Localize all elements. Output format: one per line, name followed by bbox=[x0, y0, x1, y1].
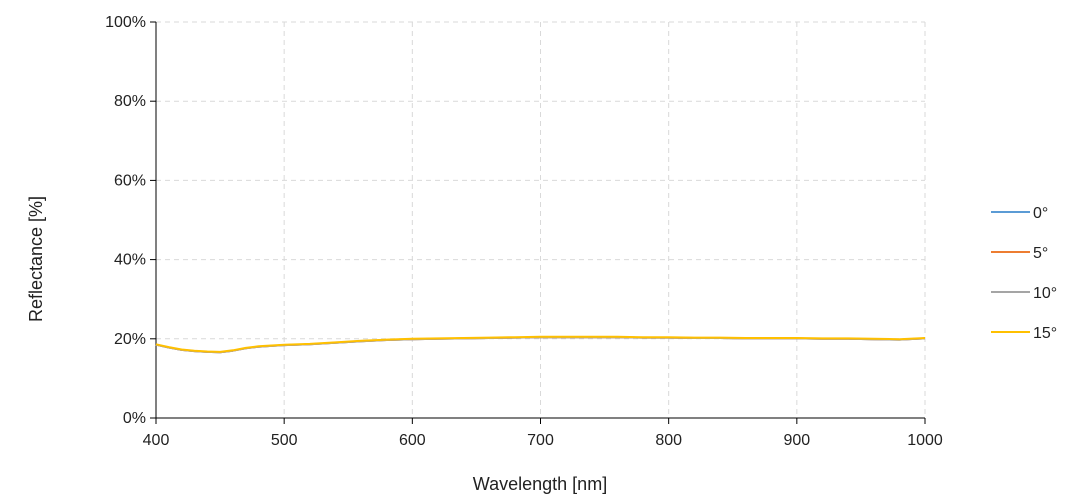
x-tick-label: 500 bbox=[271, 432, 298, 449]
tick-labels: 0% 20% 40% 60% 80% 100% 400 500 600 700 800 900 1000 bbox=[105, 14, 943, 449]
x-tick-label: 700 bbox=[527, 432, 554, 449]
data-series bbox=[155, 335, 926, 354]
y-tick-label: 60% bbox=[114, 172, 146, 189]
legend-item: 15° bbox=[991, 325, 1057, 342]
y-tick-label: 100% bbox=[105, 14, 146, 31]
legend-item: 0° bbox=[991, 205, 1048, 222]
y-tick-label: 0% bbox=[123, 410, 146, 427]
x-tick-label: 400 bbox=[143, 432, 170, 449]
y-tick-label: 20% bbox=[114, 331, 146, 348]
series-line-3 bbox=[155, 335, 926, 353]
legend: 0° 5° 10° 15° bbox=[991, 205, 1057, 342]
legend-item: 10° bbox=[991, 285, 1057, 302]
legend-item: 5° bbox=[991, 245, 1048, 262]
legend-label: 10° bbox=[1033, 285, 1057, 302]
y-axis-title: Reflectance [%] bbox=[26, 196, 46, 322]
y-tick-label: 80% bbox=[114, 93, 146, 110]
legend-label: 0° bbox=[1033, 205, 1048, 222]
x-tick-label: 800 bbox=[655, 432, 682, 449]
grid-lines bbox=[156, 21, 926, 418]
x-tick-label: 600 bbox=[399, 432, 426, 449]
y-tick-label: 40% bbox=[114, 252, 146, 269]
axes bbox=[150, 21, 926, 424]
x-axis-title: Wavelength [nm] bbox=[473, 474, 607, 494]
x-tick-label: 900 bbox=[783, 432, 810, 449]
legend-label: 15° bbox=[1033, 325, 1057, 342]
legend-label: 5° bbox=[1033, 245, 1048, 262]
x-tick-label: 1000 bbox=[907, 432, 943, 449]
